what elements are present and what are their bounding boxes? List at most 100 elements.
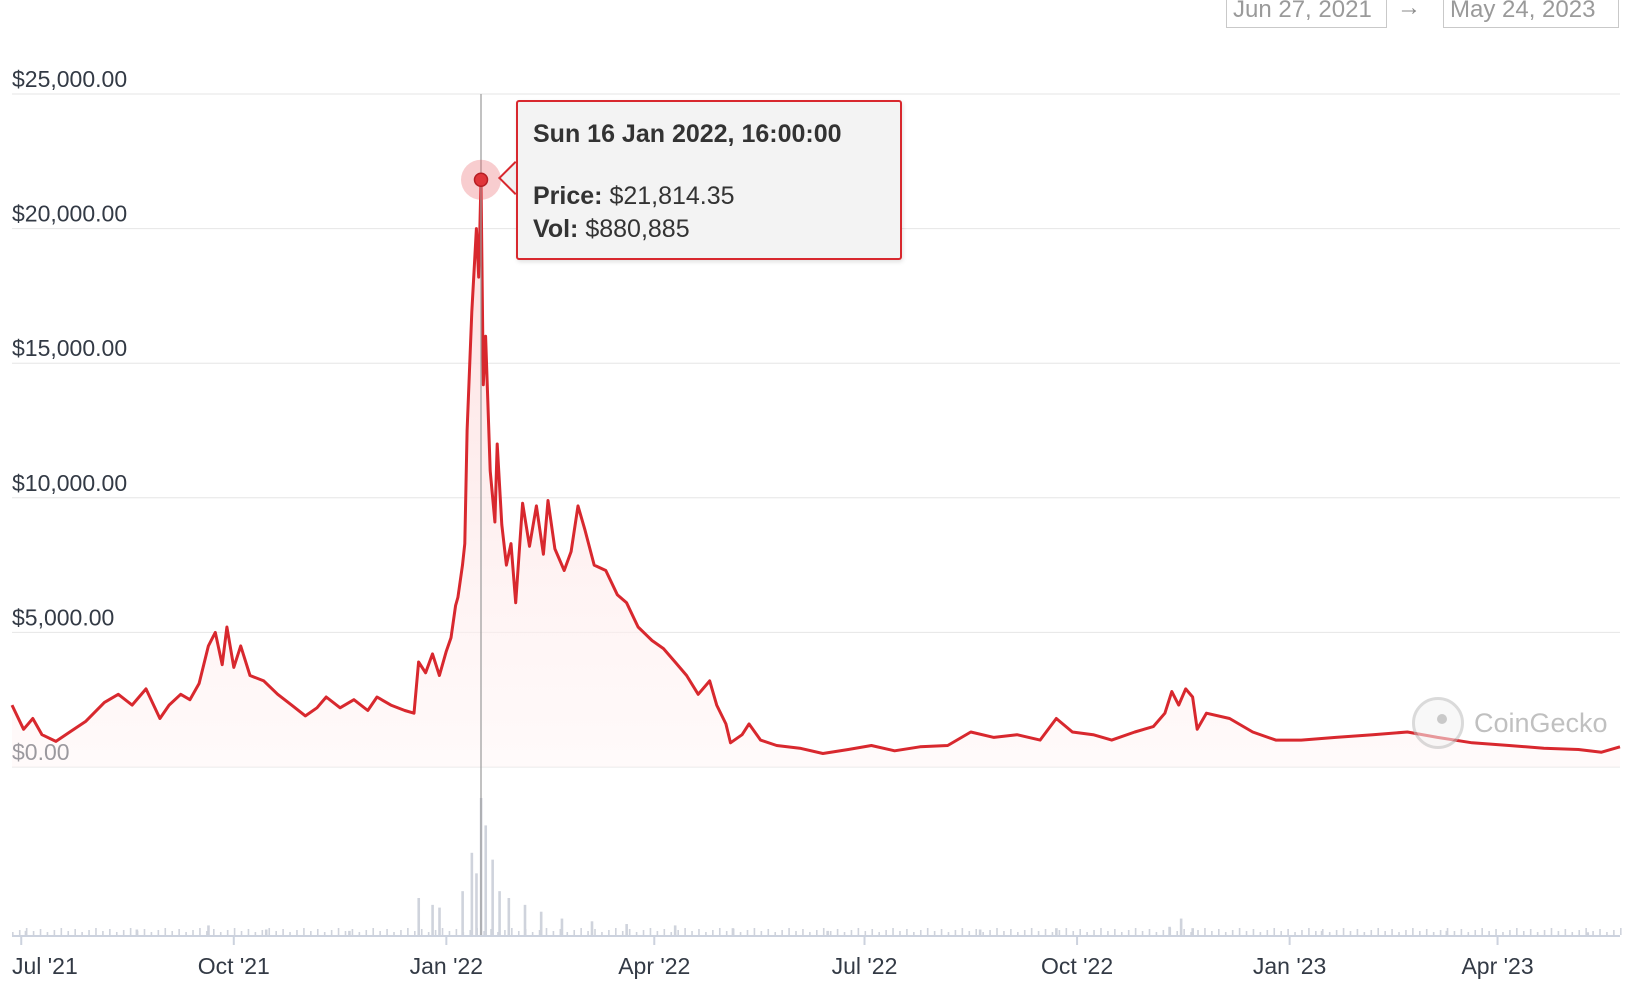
volume-bar: [1238, 928, 1241, 935]
volume-bar: [677, 930, 679, 935]
volume-spike-20: [625, 924, 628, 935]
volume-spike-27: [1179, 918, 1183, 935]
volume-bar: [670, 932, 673, 935]
volume-bar: [1363, 932, 1366, 935]
gecko-logo-icon: [1412, 697, 1464, 749]
volume-bar: [531, 932, 534, 935]
coingecko-watermark: CoinGecko: [1412, 695, 1608, 751]
volume-bar: [1294, 932, 1296, 935]
volume-bar: [497, 932, 499, 935]
volume-bar: [996, 928, 998, 935]
volume-bar: [705, 932, 707, 935]
volume-bar: [1585, 928, 1587, 935]
volume-spike-22: [731, 928, 735, 935]
volume-bar: [122, 930, 125, 935]
volume-bar: [1252, 929, 1255, 935]
volume-bar: [1384, 931, 1386, 935]
volume-bar: [753, 928, 756, 935]
volume-bar: [1273, 928, 1276, 935]
volume-bar: [587, 931, 589, 935]
volume-bar: [393, 932, 395, 935]
volume-bar: [420, 929, 423, 935]
volume-bar: [552, 931, 555, 935]
volume-bar: [1266, 930, 1269, 935]
volume-spike-2: [207, 925, 210, 935]
volume-bar: [164, 928, 167, 935]
tooltip-price-label: Price:: [533, 182, 603, 210]
volume-spike-1: [135, 929, 139, 935]
volume-bar: [448, 931, 451, 935]
volume-bar: [261, 930, 264, 935]
y-tick-label-3: $10,000.00: [12, 470, 127, 496]
volume-bar: [351, 929, 354, 935]
volume-bar: [1564, 929, 1567, 935]
volume-bar: [1044, 929, 1047, 935]
volume-bar: [940, 929, 943, 935]
volume-bar: [254, 932, 257, 935]
volume-bar: [365, 930, 368, 935]
volume-bar: [760, 931, 763, 935]
volume-bar: [109, 929, 111, 935]
volume-bar: [1114, 929, 1116, 935]
volume-bar: [1086, 932, 1088, 935]
volume-bar: [1017, 932, 1019, 935]
volume-bar: [933, 931, 936, 935]
volume-bar: [1481, 928, 1483, 935]
volume-bar: [1218, 929, 1220, 935]
volume-bar: [1620, 928, 1622, 935]
volume-bar: [1148, 929, 1151, 935]
volume-bars: [12, 798, 1622, 935]
volume-spike-29: [1320, 930, 1324, 935]
volume-bar: [95, 928, 97, 935]
volume-bar: [739, 932, 742, 935]
volume-bar: [1308, 928, 1310, 935]
tooltip-price-value: $21,814.35: [609, 182, 735, 210]
volume-bar: [490, 929, 492, 935]
volume-spike-12: [484, 825, 488, 935]
volume-bar: [1356, 929, 1359, 935]
x-tick-label-6: Jan '23: [1253, 953, 1326, 979]
volume-bar: [1224, 932, 1227, 935]
volume-bar: [1495, 929, 1497, 935]
volume-bar: [1107, 931, 1109, 935]
date-range-start[interactable]: Jun 27, 2021: [1226, 0, 1387, 28]
volume-bar: [1370, 930, 1373, 935]
volume-bar: [1301, 930, 1303, 935]
volume-bar: [781, 930, 783, 935]
tooltip-vol-label: Vol:: [533, 215, 579, 243]
volume-bar: [213, 929, 215, 935]
volume-spike-15: [507, 898, 511, 935]
volume-bar: [511, 928, 513, 935]
volume-bar: [1030, 928, 1033, 935]
volume-bar: [954, 930, 957, 935]
volume-bar: [1287, 929, 1289, 935]
volume-spike-4: [348, 930, 351, 935]
volume-bar: [1425, 929, 1428, 935]
y-tick-label-0: $25,000.00: [12, 66, 127, 92]
volume-spike-5: [417, 898, 421, 935]
volume-bar: [247, 929, 250, 935]
volume-bar: [504, 930, 506, 935]
volume-bar: [1259, 932, 1262, 935]
volume-bar: [663, 929, 666, 935]
volume-bar: [816, 930, 818, 935]
volume-bar: [1127, 930, 1130, 935]
volume-bar: [1467, 932, 1470, 935]
volume-spike-31: [1586, 932, 1590, 935]
date-range-end[interactable]: May 24, 2023: [1443, 0, 1619, 28]
volume-bar: [538, 930, 541, 935]
volume-bar: [1474, 930, 1477, 935]
tooltip-vol-row: Vol: $880,885: [533, 215, 690, 244]
volume-bar: [289, 932, 291, 935]
x-tick-label-4: Jul '22: [832, 953, 898, 979]
volume-bar: [310, 931, 312, 935]
volume-spike-6: [431, 904, 434, 935]
volume-bar: [698, 929, 700, 935]
volume-bar: [206, 931, 208, 935]
volume-spike-13: [491, 859, 494, 935]
volume-bar: [81, 932, 83, 935]
volume-bar: [802, 929, 804, 935]
volume-bar: [712, 930, 714, 935]
volume-bar: [545, 928, 548, 935]
